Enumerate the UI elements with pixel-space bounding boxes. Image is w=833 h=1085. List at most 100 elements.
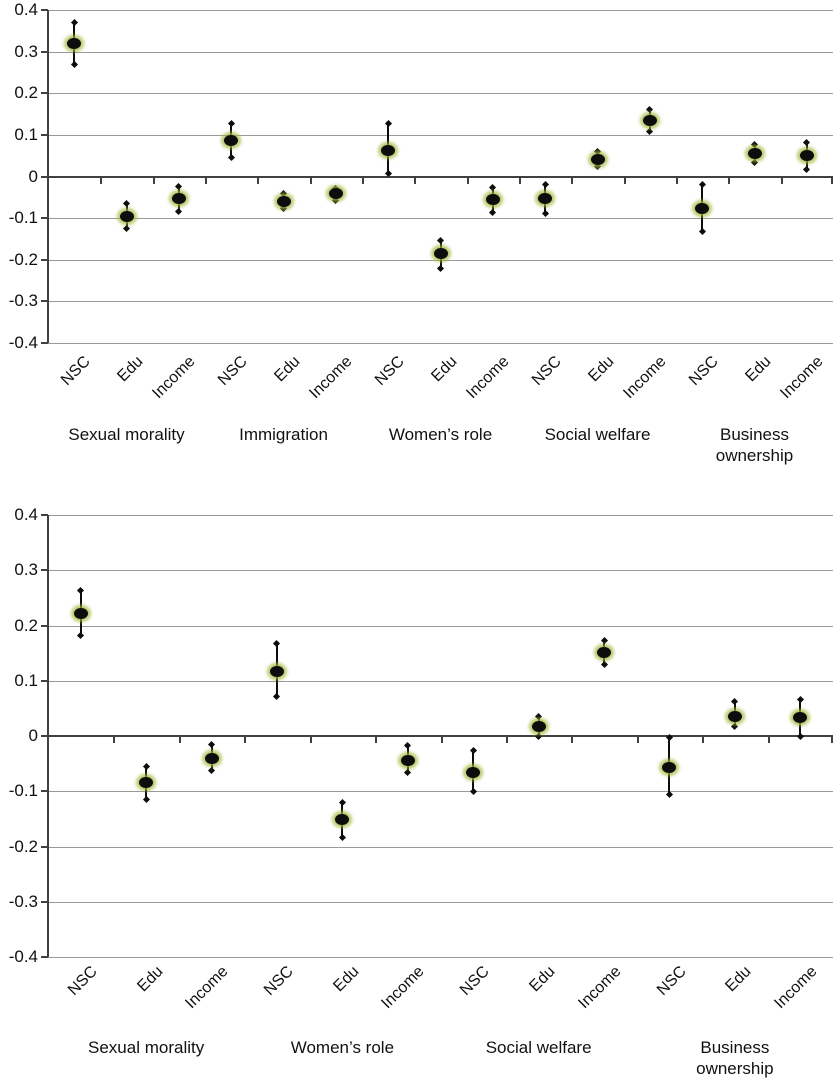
data-point-marker bbox=[727, 710, 742, 722]
x-category-label-text: Edu bbox=[133, 963, 167, 996]
error-bar-cap-bottom bbox=[142, 795, 150, 804]
data-point-marker bbox=[67, 37, 82, 49]
gridline bbox=[48, 134, 833, 136]
data-point-marker bbox=[328, 188, 343, 200]
group-label: Business ownership bbox=[715, 425, 794, 465]
data-point-marker bbox=[433, 248, 448, 259]
gridline bbox=[48, 51, 833, 53]
y-axis-tick-label: 0.1 bbox=[14, 670, 38, 690]
data-point-marker bbox=[531, 720, 546, 732]
x-axis-tick bbox=[519, 176, 521, 184]
x-category-label-text: Edu bbox=[526, 963, 559, 996]
gridline bbox=[48, 570, 833, 572]
gridline bbox=[48, 343, 833, 344]
data-point-marker bbox=[597, 646, 612, 658]
group-label: Social welfare bbox=[485, 1038, 592, 1057]
error-bar-cap-top bbox=[731, 697, 739, 705]
zero-axis-line bbox=[48, 175, 833, 178]
error-bar-cap-top bbox=[535, 712, 543, 720]
y-axis-tick-label: 0.3 bbox=[14, 560, 38, 580]
data-point-marker bbox=[642, 114, 657, 126]
data-point-marker bbox=[119, 210, 134, 222]
gridline bbox=[48, 846, 833, 848]
data-point-marker bbox=[466, 766, 481, 778]
error-bar-cap-bottom bbox=[273, 693, 281, 701]
x-category-label-text: Income bbox=[771, 963, 821, 1013]
error-bar-cap-bottom bbox=[338, 833, 346, 841]
y-axis-tick bbox=[41, 258, 48, 261]
y-axis-tick-label: 0.4 bbox=[14, 505, 38, 524]
data-point-marker bbox=[590, 153, 605, 165]
gridline bbox=[48, 301, 833, 303]
x-axis-tick bbox=[571, 176, 574, 184]
y-axis-tick bbox=[41, 679, 48, 682]
gridline bbox=[48, 93, 833, 95]
group-label: Business ownership bbox=[696, 1038, 774, 1078]
error-bar-cap-bottom bbox=[207, 766, 216, 774]
y-axis-tick bbox=[41, 9, 48, 11]
x-axis-tick bbox=[309, 176, 312, 184]
x-axis-tick bbox=[100, 176, 103, 184]
y-axis-tick-label: -0.3 bbox=[8, 891, 38, 911]
error-bar-cap-bottom bbox=[77, 631, 85, 639]
x-axis-tick bbox=[676, 176, 678, 184]
y-axis-tick-label: -0.4 bbox=[8, 333, 38, 352]
y-axis-tick-label: -0.1 bbox=[8, 781, 38, 801]
data-point-marker bbox=[269, 666, 284, 678]
error-bar-cap-top bbox=[77, 586, 85, 594]
y-axis-tick-label: 0.3 bbox=[14, 41, 38, 61]
x-category-label-text: Edu bbox=[330, 963, 363, 996]
y-axis-tick-label: 0 bbox=[28, 726, 38, 745]
x-axis-tick bbox=[780, 176, 783, 184]
x-axis-tick bbox=[309, 736, 312, 743]
data-point-marker bbox=[335, 814, 350, 826]
x-axis-tick bbox=[362, 176, 364, 184]
y-axis-tick bbox=[41, 217, 48, 220]
x-axis-tick bbox=[505, 736, 508, 743]
data-point-marker bbox=[747, 148, 762, 160]
x-category-label-text: NSC bbox=[64, 963, 101, 999]
x-axis-tick bbox=[375, 736, 378, 743]
x-axis-tick bbox=[257, 176, 260, 184]
gridline bbox=[48, 901, 833, 903]
x-axis-tick bbox=[831, 736, 833, 743]
data-point-marker bbox=[662, 761, 677, 773]
y-axis-tick bbox=[41, 133, 48, 136]
error-bar-cap-bottom bbox=[796, 732, 804, 740]
data-point-marker bbox=[276, 195, 291, 207]
x-axis-tick bbox=[178, 736, 181, 743]
gridline bbox=[48, 791, 833, 793]
y-axis-tick bbox=[41, 956, 48, 958]
y-axis-tick-label: -0.1 bbox=[8, 208, 38, 228]
error-bar-cap-top bbox=[142, 762, 150, 770]
x-axis-tick bbox=[623, 176, 626, 184]
data-point-marker bbox=[224, 134, 239, 146]
error-bar-cap-top bbox=[207, 741, 216, 749]
x-category-label-text: Income bbox=[182, 963, 232, 1013]
gridline bbox=[48, 625, 833, 627]
data-point-marker bbox=[381, 144, 396, 156]
error-bar-cap-bottom bbox=[731, 722, 739, 730]
data-point-marker bbox=[485, 193, 500, 205]
y-axis-tick bbox=[41, 735, 48, 737]
data-point-marker bbox=[695, 203, 710, 215]
y-axis-tick bbox=[41, 790, 48, 793]
y-axis-tick-label: 0.2 bbox=[14, 83, 38, 103]
y-axis-tick bbox=[41, 845, 48, 848]
x-axis-tick bbox=[728, 176, 731, 184]
y-axis-tick-label: -0.4 bbox=[8, 947, 38, 966]
x-category-label-text: Income bbox=[378, 963, 428, 1013]
y-axis-tick-label: 0.4 bbox=[14, 0, 38, 19]
y-axis-tick bbox=[41, 342, 48, 344]
x-axis-tick bbox=[152, 176, 155, 184]
x-axis-tick bbox=[571, 736, 574, 743]
gridline bbox=[48, 10, 833, 11]
y-axis-tick-label: -0.2 bbox=[8, 249, 38, 269]
y-axis-tick-label: -0.2 bbox=[8, 836, 38, 856]
y-axis-tick-label: 0.2 bbox=[14, 615, 38, 635]
y-axis-tick bbox=[41, 175, 48, 178]
y-axis-tick-label: 0.1 bbox=[14, 124, 38, 144]
gridline bbox=[48, 957, 833, 958]
